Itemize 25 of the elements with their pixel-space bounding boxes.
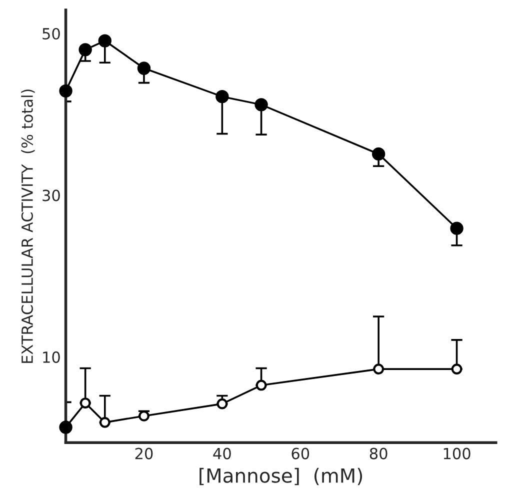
x-tick-label: 20 — [135, 448, 153, 460]
point — [78, 43, 92, 56]
point — [98, 34, 112, 48]
x-tick-label: 60 — [292, 448, 310, 460]
point — [216, 90, 229, 104]
x-tick-label: 40 — [213, 448, 231, 460]
y-axis-title: EXTRACELLULAR ACTIVITY (% total) — [21, 90, 35, 363]
y-tick-label: 50 — [42, 28, 60, 40]
point — [451, 364, 462, 374]
point — [256, 380, 267, 391]
point — [450, 222, 464, 235]
point — [137, 62, 151, 75]
x-axis-title: [Mannose] (mM) — [200, 468, 362, 486]
x-tick-label: 100 — [444, 448, 470, 460]
y-tick-label: 30 — [42, 190, 60, 202]
point — [99, 416, 110, 428]
point — [372, 147, 386, 161]
point — [59, 84, 72, 98]
point — [254, 98, 268, 112]
point — [138, 410, 150, 422]
point — [373, 364, 384, 374]
point — [80, 398, 91, 408]
y-tick-label: 10 — [43, 351, 60, 363]
x-tick-label: 80 — [370, 448, 388, 460]
point — [216, 398, 228, 410]
